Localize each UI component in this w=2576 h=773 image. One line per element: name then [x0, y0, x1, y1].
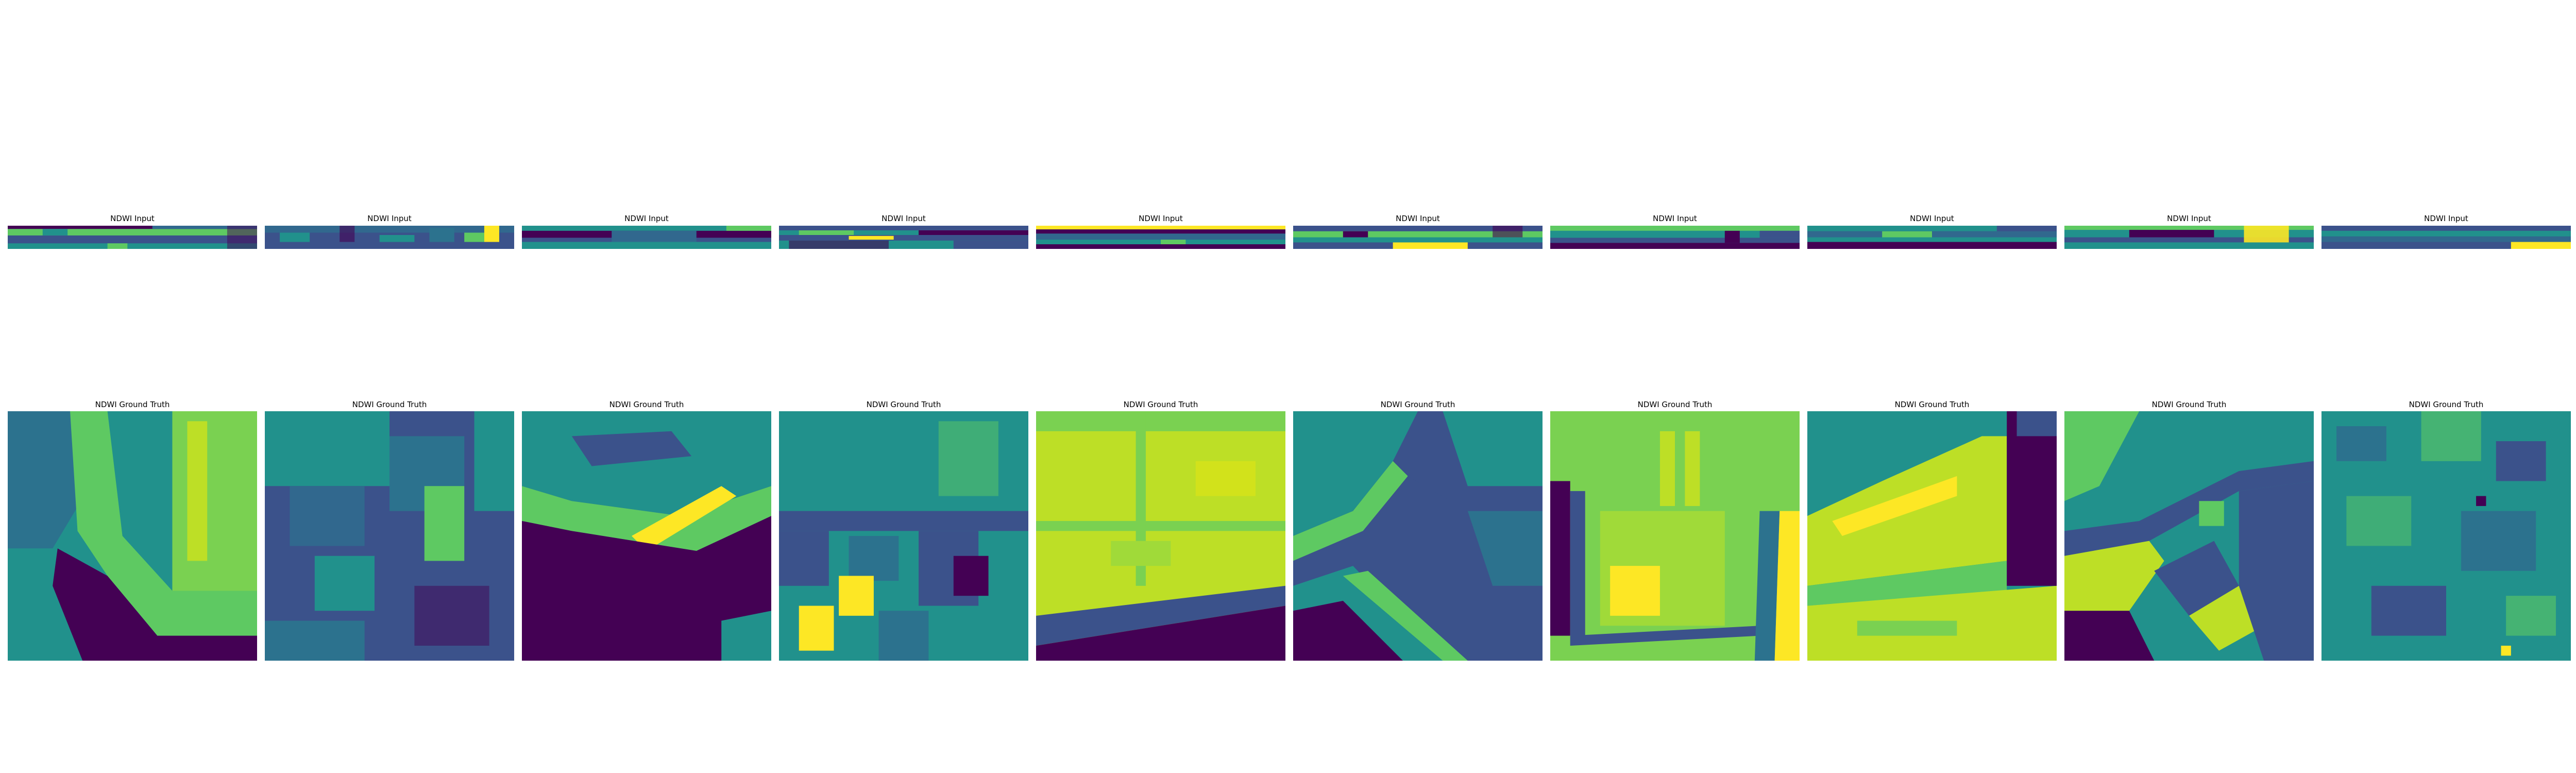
gt-title-6: NDWI Ground Truth [1380, 400, 1455, 409]
gt-image-4 [779, 411, 1028, 661]
gt-title-7: NDWI Ground Truth [1637, 400, 1713, 409]
input-image-6 [1293, 226, 1543, 249]
input-title-1: NDWI Input [110, 214, 155, 223]
gt-title-9: NDWI Ground Truth [2151, 400, 2227, 409]
gt-title-3: NDWI Ground Truth [609, 400, 684, 409]
gt-image-10 [2321, 411, 2571, 661]
input-image-1 [8, 226, 257, 249]
gt-image-1 [8, 411, 257, 661]
input-image-7 [1550, 226, 1800, 249]
gt-image-9 [2064, 411, 2314, 661]
input-image-5 [1036, 226, 1285, 249]
gt-title-10: NDWI Ground Truth [2409, 400, 2484, 409]
gt-title-1: NDWI Ground Truth [95, 400, 170, 409]
input-image-2 [265, 226, 514, 249]
gt-title-8: NDWI Ground Truth [1894, 400, 1970, 409]
gt-title-5: NDWI Ground Truth [1123, 400, 1198, 409]
input-image-3 [522, 226, 771, 249]
gt-title-2: NDWI Ground Truth [352, 400, 427, 409]
input-title-8: NDWI Input [1910, 214, 1954, 223]
input-title-6: NDWI Input [1396, 214, 1440, 223]
gt-image-6 [1293, 411, 1543, 661]
gt-image-8 [1807, 411, 2057, 661]
input-image-9 [2064, 226, 2314, 249]
gt-image-7 [1550, 411, 1800, 661]
gt-image-3 [522, 411, 771, 661]
gt-title-4: NDWI Ground Truth [866, 400, 941, 409]
input-title-10: NDWI Input [2424, 214, 2468, 223]
input-title-7: NDWI Input [1653, 214, 1697, 223]
input-title-9: NDWI Input [2167, 214, 2211, 223]
input-title-4: NDWI Input [882, 214, 926, 223]
input-title-2: NDWI Input [367, 214, 412, 223]
input-title-5: NDWI Input [1139, 214, 1183, 223]
gt-image-2 [265, 411, 514, 661]
gt-image-5 [1036, 411, 1285, 661]
input-title-3: NDWI Input [624, 214, 669, 223]
input-image-10 [2321, 226, 2571, 249]
input-image-8 [1807, 226, 2057, 249]
input-image-4 [779, 226, 1028, 249]
